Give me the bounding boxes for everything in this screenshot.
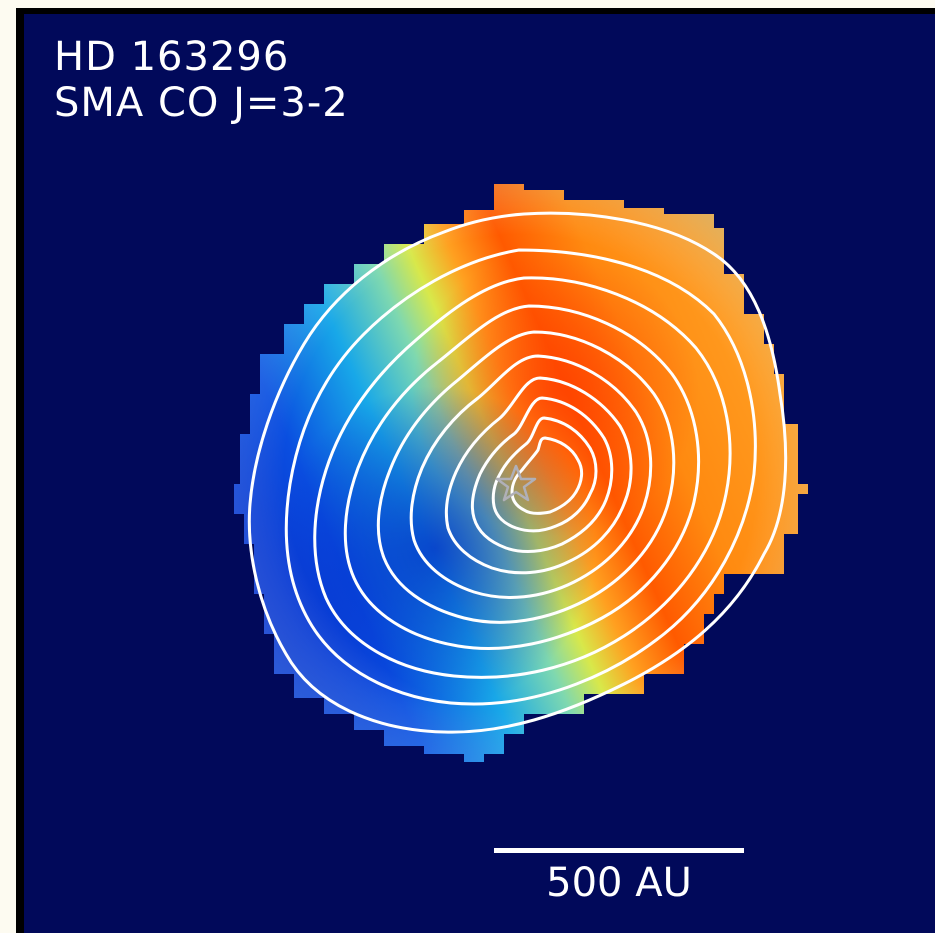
observation-label: SMA CO J=3-2 [54,80,349,126]
intensity-contours [247,211,788,734]
star-icon [495,464,537,502]
contour-2 [284,248,757,706]
contour-7 [444,376,633,575]
object-name: HD 163296 [54,34,290,80]
contour-9 [491,416,598,533]
contour-10 [510,436,584,515]
contour-8 [470,396,614,553]
sma-map-panel: HD 163296 SMA CO J=3-2 500 AU [24,14,935,933]
contour-1 [247,211,788,734]
velocity-map [234,184,808,762]
scale-bar [494,848,744,853]
scale-bar-label: 500 AU [546,860,692,906]
contour-5 [376,330,676,624]
image-title: HD 163296 SMA CO J=3-2 [54,34,349,126]
contour-3 [313,276,732,679]
contour-6 [409,354,653,599]
contour-4 [343,304,701,650]
